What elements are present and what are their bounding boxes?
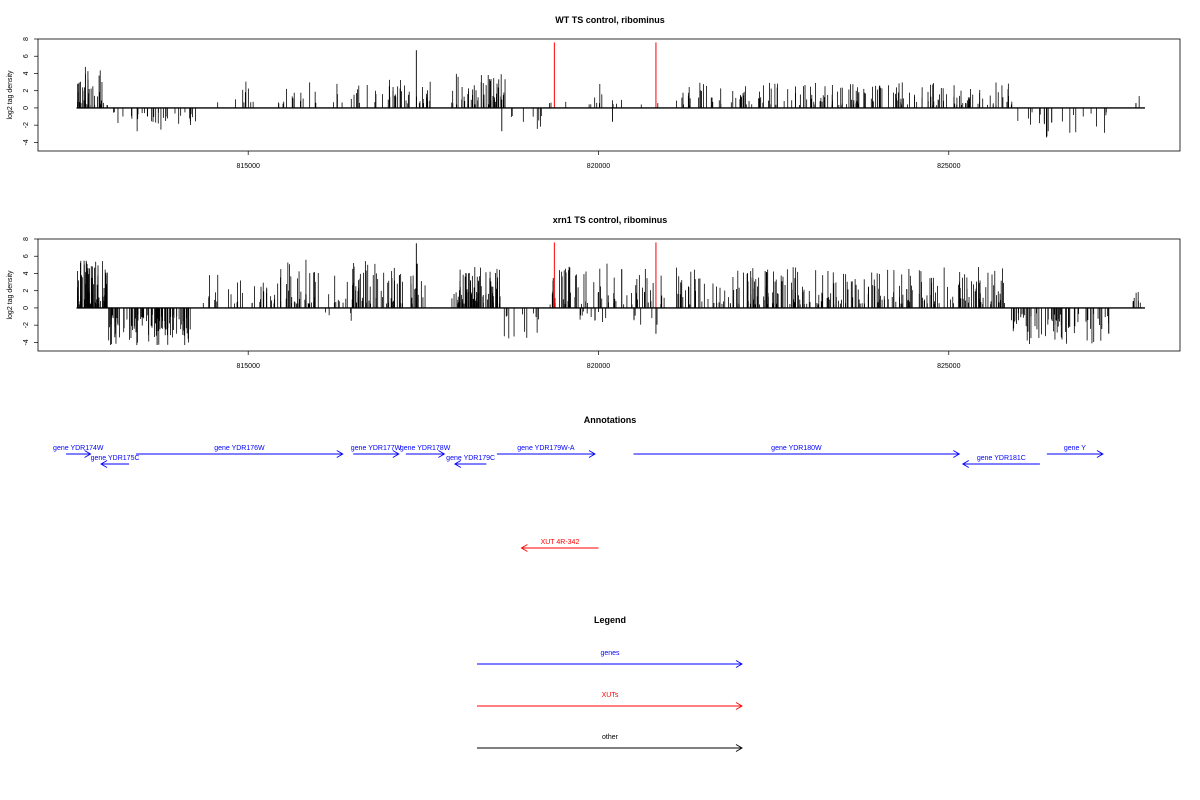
gene-annotation: gene YDR177W (351, 445, 402, 458)
gene-annotation: gene YDR174W (53, 445, 104, 458)
gene-annotation: gene Y (1046, 445, 1104, 458)
gene-label: gene YDR180W (771, 445, 822, 452)
wt-y-axis-label: log2 tag density (7, 70, 14, 120)
y-tick-label: 8 (23, 37, 30, 41)
x-tick-label: 820000 (587, 163, 610, 170)
xrn1-y-axis-label: log2 tag density (7, 270, 14, 320)
wt-panel-title: WT TS control, ribominus (555, 15, 665, 25)
y-tick-label: 6 (23, 254, 30, 258)
legend-item: XUTs (477, 692, 743, 710)
wt-density-panel: WT TS control, ribominus log2 tag densit… (7, 15, 1181, 170)
gene-label: gene YDR174W (53, 445, 104, 452)
x-tick-label: 820000 (587, 363, 610, 370)
gene-annotation: gene YDR175C (91, 455, 140, 468)
gene-annotation: gene YDR179C (446, 455, 495, 468)
gene-annotation: gene YDR179W-A (496, 445, 596, 458)
gene-label: gene YDR176W (214, 445, 265, 452)
gene-label: gene YDR179W-A (517, 445, 575, 452)
gene-arrow-head (392, 450, 400, 458)
legend: Legend genes XUTs other (477, 615, 743, 752)
gene-arrow-head (84, 450, 92, 458)
gene-arrow-head (953, 450, 961, 458)
legend-label: XUTs (602, 692, 619, 699)
gene-annotation: gene YDR176W (136, 445, 344, 458)
gene-arrow-head (961, 460, 970, 468)
y-tick-label: 4 (23, 271, 30, 275)
xrn1-panel-title: xrn1 TS control, ribominus (553, 215, 668, 225)
x-tick-label: 815000 (237, 163, 260, 170)
annotations-title: Annotations (584, 415, 637, 425)
gene-arrow-head (588, 450, 596, 458)
gene-label: gene YDR175C (91, 455, 140, 462)
legend-label: genes (600, 650, 620, 657)
legend-arrow-head (735, 744, 743, 752)
plot-frame (37, 38, 1181, 152)
plot-frame (37, 238, 1181, 352)
gene-annotation: gene YDR180W (633, 445, 961, 458)
gene-arrow-head (453, 460, 462, 468)
y-tick-label: -4 (23, 339, 30, 345)
x-tick-label: 815000 (237, 363, 260, 370)
legend-label: other (602, 734, 619, 741)
gene-arrow-head (336, 450, 344, 458)
gene-annotation: gene YDR181C (961, 455, 1040, 468)
legend-arrow-head (735, 702, 743, 710)
gene-arrow-head (438, 450, 446, 458)
y-tick-label: 8 (23, 237, 30, 241)
y-tick-label: 2 (23, 289, 30, 293)
y-tick-label: 0 (23, 106, 30, 110)
xrn1-density-panel: xrn1 TS control, ribominus log2 tag dens… (7, 215, 1181, 370)
gene-annotation: gene YDR178W (400, 445, 451, 458)
annotations-track: Annotations gene YDR174W gene YDR175C gene… (53, 415, 1104, 552)
legend-item: genes (477, 650, 743, 668)
gene-arrow-head (1096, 450, 1104, 458)
xut-annotation: XUT 4R-342 (520, 539, 599, 552)
y-tick-label: -2 (23, 322, 30, 328)
gene-label: gene YDR177W (351, 445, 402, 452)
y-tick-label: 4 (23, 71, 30, 75)
density-bars (77, 243, 1141, 346)
gene-label: gene Y (1064, 445, 1086, 452)
x-tick-label: 825000 (937, 163, 960, 170)
y-tick-label: 0 (23, 306, 30, 310)
xut-arrow-head (520, 544, 528, 552)
xut-label: XUT 4R-342 (541, 539, 580, 546)
legend-item: other (477, 734, 743, 752)
x-tick-label: 825000 (937, 363, 960, 370)
gene-label: gene YDR181C (977, 455, 1026, 462)
y-tick-label: 6 (23, 54, 30, 58)
legend-title: Legend (594, 615, 626, 625)
gene-label: gene YDR179C (446, 455, 495, 462)
density-bars (77, 50, 1140, 138)
gene-label: gene YDR178W (400, 445, 451, 452)
y-tick-label: -2 (23, 122, 30, 128)
legend-arrow-head (735, 660, 743, 668)
y-tick-label: 2 (23, 89, 30, 93)
gene-arrow-head (100, 460, 108, 468)
y-tick-label: -4 (23, 139, 30, 145)
